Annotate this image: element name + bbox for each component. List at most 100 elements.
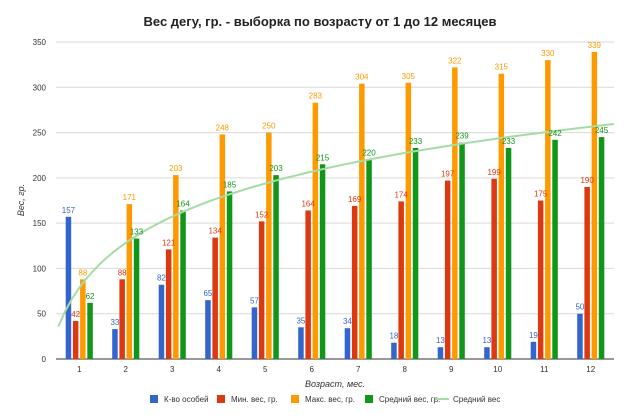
bar [405, 82, 412, 359]
x-axis-ticks: 1 2 3 4 5 6 7 8 9 10 11 12 [77, 365, 596, 374]
data-label: 322 [448, 56, 462, 65]
x-tick-label: 8 [403, 365, 408, 374]
data-label: 157 [62, 206, 76, 215]
bar [505, 147, 512, 359]
y-tick-label: 350 [33, 38, 47, 47]
bar [65, 216, 72, 359]
bar [412, 147, 419, 359]
legend-label: Средний вес [453, 395, 500, 404]
data-label: 215 [316, 153, 330, 162]
bar [598, 137, 605, 359]
data-label: 242 [548, 129, 562, 138]
data-label: 197 [441, 170, 455, 179]
bar [344, 328, 351, 359]
data-label: 13 [436, 336, 445, 345]
gridlines [56, 41, 614, 360]
data-label: 152 [255, 210, 269, 219]
bar [459, 142, 465, 359]
data-label: 82 [157, 274, 166, 283]
bar [87, 302, 93, 359]
data-label: 171 [123, 193, 137, 202]
data-label: 220 [362, 149, 376, 158]
bar [491, 178, 497, 359]
data-label: 133 [130, 228, 144, 237]
bar [273, 175, 279, 359]
x-tick-label: 5 [263, 365, 268, 374]
bar [398, 201, 404, 359]
bar [319, 164, 326, 359]
data-label: 57 [250, 296, 259, 305]
data-label: 34 [343, 317, 352, 326]
data-label: 88 [118, 268, 127, 277]
data-label: 42 [71, 310, 80, 319]
bar [584, 186, 590, 359]
data-label: 164 [176, 199, 190, 208]
bar [119, 279, 125, 359]
bar [251, 307, 258, 359]
data-label: 315 [495, 63, 509, 72]
data-label: 33 [110, 318, 119, 327]
y-tick-label: 150 [33, 219, 47, 228]
data-label: 239 [455, 132, 469, 141]
x-tick-label: 2 [124, 365, 129, 374]
x-tick-label: 1 [77, 365, 82, 374]
x-tick-label: 9 [449, 365, 454, 374]
data-label: 88 [78, 268, 87, 277]
bar [437, 347, 444, 359]
x-tick-label: 12 [586, 365, 595, 374]
bar [591, 51, 598, 359]
bar [577, 313, 583, 359]
bar [391, 342, 397, 359]
trendline [57, 123, 615, 328]
bar [484, 347, 490, 359]
data-label: 65 [203, 289, 212, 298]
data-label: 19 [529, 331, 538, 340]
bar [80, 279, 86, 359]
bar [351, 205, 358, 359]
x-tick-label: 3 [170, 365, 175, 374]
data-label: 13 [482, 336, 491, 345]
data-label: 233 [502, 137, 516, 146]
legend-label: Макс. вес, гр. [305, 395, 355, 404]
bar [545, 60, 551, 359]
x-tick-label: 11 [540, 365, 549, 374]
legend-swatch [291, 395, 299, 403]
bar [444, 180, 451, 359]
bar [530, 341, 537, 359]
data-label: 283 [309, 92, 323, 101]
data-labels: 157 42 88 62 33 88 171 133 82 121 203 164 65 134 248 18… [62, 41, 609, 345]
data-label: 134 [208, 227, 222, 236]
data-label: 169 [348, 195, 362, 204]
data-label: 18 [389, 332, 398, 341]
y-tick-label: 100 [33, 264, 47, 273]
data-label: 35 [296, 316, 305, 325]
x-tick-label: 4 [217, 365, 222, 374]
data-label: 174 [394, 190, 408, 199]
bar [498, 73, 505, 359]
legend-label: К-во особей [164, 395, 209, 404]
bar [205, 300, 211, 359]
data-label: 50 [575, 303, 584, 312]
y-axis-ticks: 0 50 100 150 200 250 300 350 [33, 38, 47, 364]
data-label: 203 [169, 164, 183, 173]
bar [158, 284, 165, 359]
data-label: 245 [595, 126, 609, 135]
legend-swatch [150, 395, 158, 403]
bar [552, 139, 558, 359]
bar [126, 204, 133, 359]
bar [219, 134, 226, 359]
x-tick-label: 6 [310, 365, 315, 374]
legend-label: Мин. вес, гр. [231, 395, 278, 404]
bar [133, 238, 140, 359]
bar [312, 102, 319, 359]
bar [72, 320, 79, 359]
bar [298, 327, 304, 359]
data-label: 248 [216, 123, 230, 132]
bar [180, 210, 186, 359]
data-label: 121 [162, 238, 176, 247]
data-label: 305 [402, 72, 416, 81]
y-tick-label: 0 [42, 355, 47, 364]
chart-title: Вес дегу, гр. - выборка по возрасту от 1… [144, 14, 497, 29]
x-axis-title: Возраст, мес. [305, 379, 365, 389]
bar [305, 210, 311, 359]
